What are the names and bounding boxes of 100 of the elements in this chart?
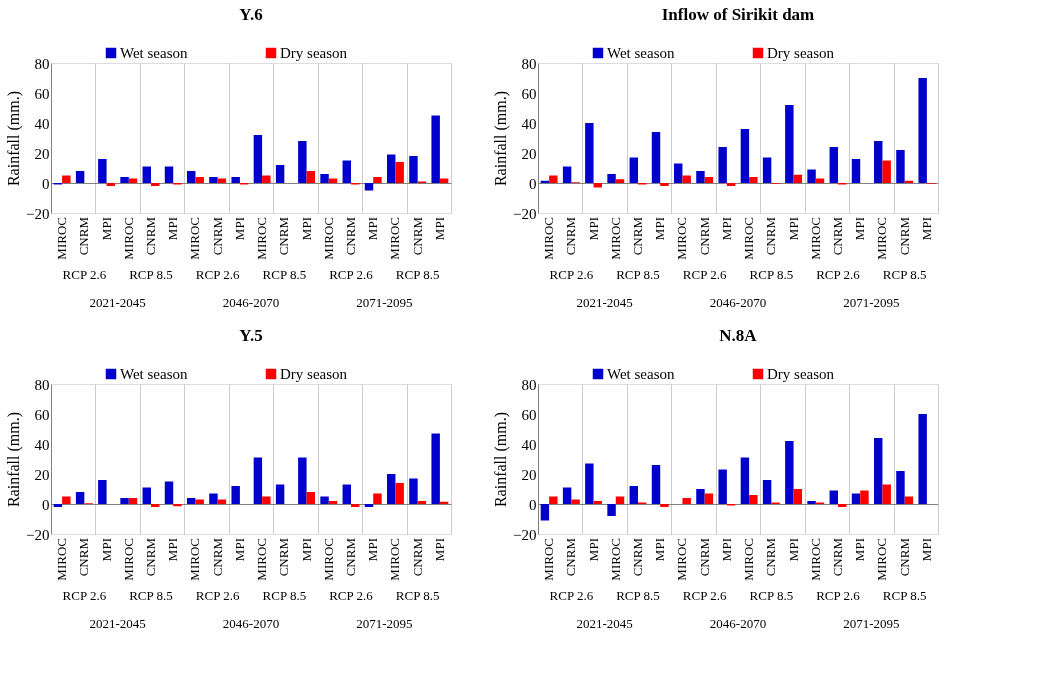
bar <box>373 177 382 183</box>
y-axis-title: Rainfall (mm.) <box>492 90 511 187</box>
bar <box>682 498 691 504</box>
bar <box>275 165 285 183</box>
bar <box>807 501 816 504</box>
text: RCP 2.6 <box>549 267 594 282</box>
legend-label: Dry season <box>280 366 348 382</box>
x-tick-label: CNRM <box>563 216 579 256</box>
bar <box>409 156 418 183</box>
bar <box>793 174 802 183</box>
bar <box>262 175 271 183</box>
bar <box>431 433 440 504</box>
bar <box>696 171 705 183</box>
bar <box>726 183 736 186</box>
text: RCP 2.6 <box>62 588 107 603</box>
x-tick-label: CNRM <box>409 216 425 256</box>
bar <box>540 504 550 521</box>
bar <box>142 166 151 183</box>
x-tick-label: CNRM <box>276 537 292 577</box>
text: RCP 2.6 <box>816 267 861 282</box>
bar <box>195 177 204 183</box>
x-tick-label: CNRM <box>696 216 712 256</box>
x-tick-label: MPI <box>365 217 381 241</box>
bar <box>607 174 616 183</box>
x-tick-label: MIROC <box>54 538 70 581</box>
bar <box>918 414 927 504</box>
bar <box>718 147 727 183</box>
x-tick-label: CNRM <box>696 537 712 577</box>
bar <box>629 157 638 183</box>
x-tick-label: MIROC <box>541 538 557 581</box>
bar <box>120 177 129 183</box>
bar <box>718 469 727 504</box>
bar <box>395 162 404 183</box>
x-tick-label: MPI <box>431 217 447 241</box>
bar <box>749 495 758 504</box>
bar <box>651 465 661 504</box>
y-tick-label: 80 <box>34 376 50 393</box>
bar <box>128 498 138 504</box>
bar <box>762 480 772 504</box>
text: RCP 8.5 <box>129 267 173 282</box>
x-tick-label: MPI <box>585 538 601 562</box>
y-tick-label: 20 <box>521 145 537 162</box>
x-tick-label: MIROC <box>874 538 890 581</box>
x-tick-label: MIROC <box>607 538 623 581</box>
text: RCP 8.5 <box>749 267 794 282</box>
chart-title: Y.6 <box>239 5 263 24</box>
x-tick-label: CNRM <box>209 216 225 256</box>
y-tick-label: 0 <box>42 175 50 192</box>
bar <box>364 183 374 191</box>
bar <box>838 504 847 507</box>
text: RCP 8.5 <box>395 267 440 282</box>
text: 2046-2070 <box>709 616 767 631</box>
bar <box>151 183 160 186</box>
x-tick-label: MPI <box>165 538 181 562</box>
legend-label: Dry season <box>767 45 835 61</box>
bar <box>740 457 750 504</box>
text: RCP 8.5 <box>749 588 794 603</box>
text: 2046-2070 <box>709 295 767 310</box>
x-tick-label: MPI <box>165 217 181 241</box>
bar <box>882 160 891 183</box>
bar <box>53 504 63 507</box>
x-tick-label: CNRM <box>143 216 158 256</box>
bar <box>298 457 307 504</box>
bar <box>585 123 594 183</box>
text: RCP 2.6 <box>329 588 374 603</box>
bar <box>874 438 883 504</box>
bar <box>120 498 129 504</box>
bar <box>253 135 263 183</box>
bar <box>704 177 714 183</box>
bar <box>195 499 204 504</box>
x-tick-label: CNRM <box>630 537 645 577</box>
x-tick-label: MIROC <box>254 538 270 581</box>
x-tick-label: CNRM <box>209 537 225 577</box>
x-tick-label: CNRM <box>830 216 845 256</box>
bar <box>98 159 107 183</box>
x-tick-label: MIROC <box>674 538 690 581</box>
chart-title: Y.5 <box>239 326 263 345</box>
bar <box>62 496 71 504</box>
legend-label: Dry season <box>280 45 348 61</box>
x-tick-label: CNRM <box>143 537 158 577</box>
y-tick-label: 80 <box>34 55 50 72</box>
bar <box>860 490 869 504</box>
bar <box>682 175 691 183</box>
x-tick-label: MPI <box>852 538 868 562</box>
bar <box>275 484 285 504</box>
bar <box>306 171 315 183</box>
bar <box>785 441 794 504</box>
y-tick-label: 80 <box>521 376 537 393</box>
x-tick-label: CNRM <box>896 537 912 577</box>
bar <box>62 175 71 183</box>
y-tick-label: 60 <box>34 85 50 102</box>
bar <box>593 183 602 188</box>
x-tick-label: MIROC <box>807 217 823 260</box>
bar <box>562 487 572 504</box>
bar <box>151 504 160 507</box>
y-tick-label: 40 <box>521 115 537 132</box>
chart-title: N.8A <box>719 326 758 345</box>
x-tick-label: MPI <box>652 538 668 562</box>
bar <box>704 493 714 504</box>
bar <box>387 154 396 183</box>
